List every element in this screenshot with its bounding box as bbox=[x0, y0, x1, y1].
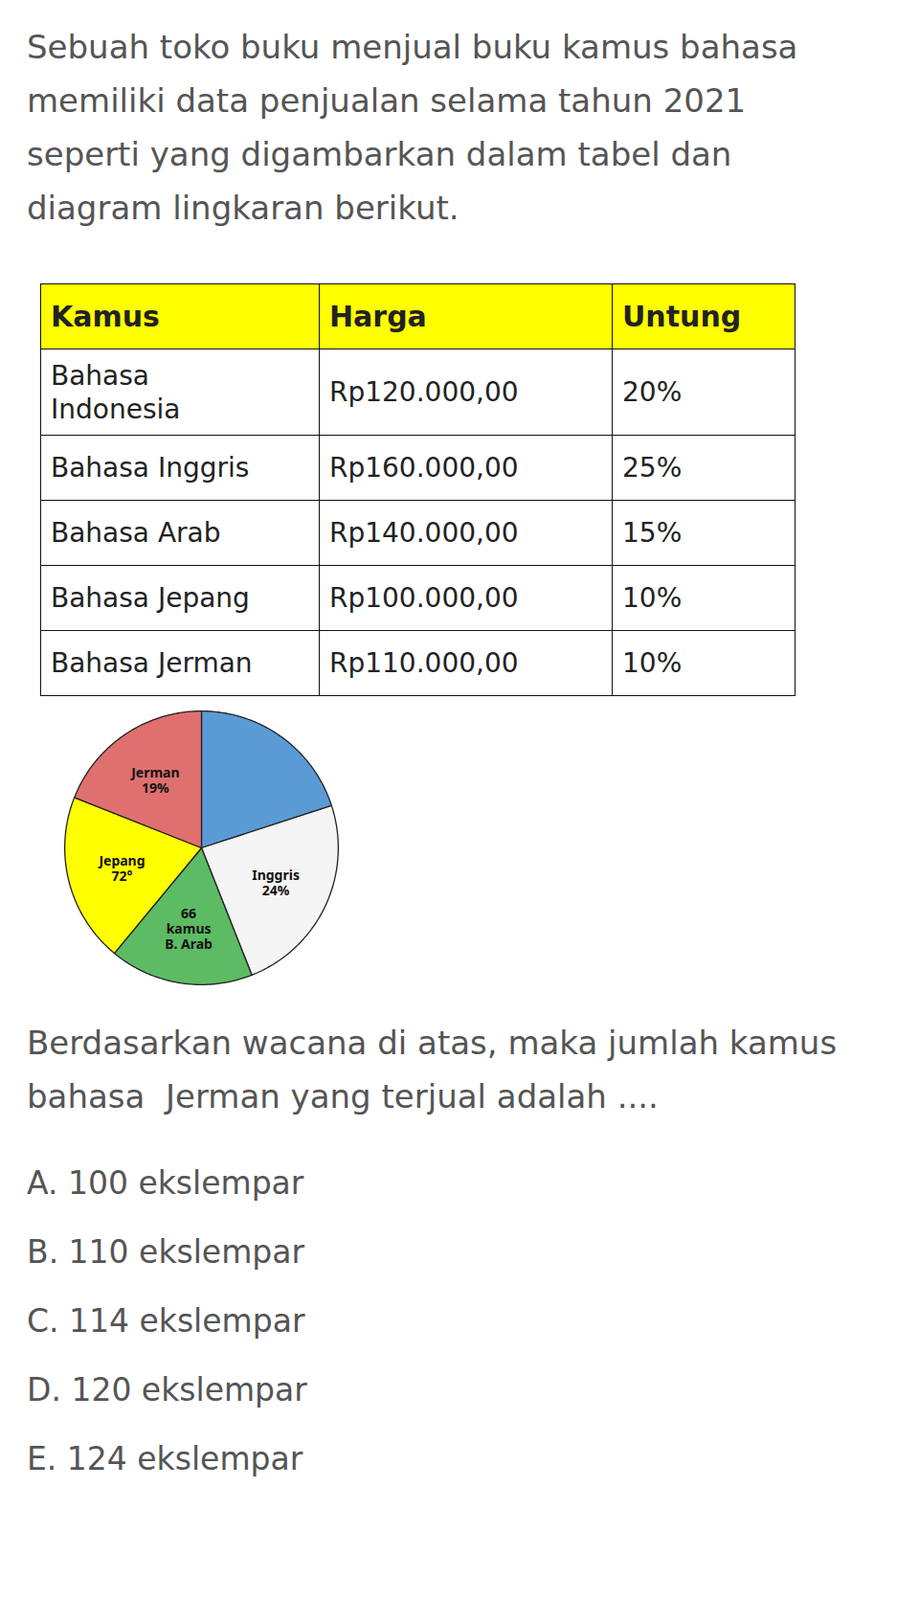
html-text:10%: 10% bbox=[622, 647, 682, 679]
html-text:D. 120 ekslempar: D. 120 ekslempar bbox=[26, 1370, 308, 1409]
html-text:Bahasa Jepang: Bahasa Jepang bbox=[50, 582, 250, 614]
html-text:Berdasarkan wacana di atas, ma: Berdasarkan wacana di atas, maka jumlah … bbox=[26, 1023, 837, 1116]
html-text:Bahasa Arab: Bahasa Arab bbox=[50, 516, 221, 549]
svg-text:Jerman19%: Jerman19% bbox=[129, 762, 180, 797]
html-text:Harga: Harga bbox=[329, 299, 427, 334]
svg-text:Inggris24%: Inggris24% bbox=[251, 865, 300, 899]
html-text:Bahasa Indonesia: Bahasa Indonesia bbox=[50, 359, 181, 425]
html-text:Sebuah toko buku menjual buku: Sebuah toko buku menjual buku kamus baha… bbox=[26, 27, 798, 228]
html-text:Untung: Untung bbox=[622, 299, 742, 334]
html-text:Rp100.000,00: Rp100.000,00 bbox=[329, 582, 519, 614]
html-text:C. 114 ekslempar: C. 114 ekslempar bbox=[26, 1301, 305, 1340]
html-text:Rp110.000,00: Rp110.000,00 bbox=[329, 647, 519, 679]
html-text:E. 124 ekslempar: E. 124 ekslempar bbox=[26, 1439, 303, 1478]
svg-text:Jepang72°: Jepang72° bbox=[96, 851, 145, 885]
html-text:15%: 15% bbox=[622, 516, 682, 549]
svg-text:66kamusB. Arab: 66kamusB. Arab bbox=[164, 903, 213, 953]
html-text:25%: 25% bbox=[622, 451, 682, 484]
html-text:Kamus: Kamus bbox=[50, 299, 160, 334]
html-text:B. 110 ekslempar: B. 110 ekslempar bbox=[26, 1232, 305, 1271]
html-text:A. 100 ekslempar: A. 100 ekslempar bbox=[26, 1164, 304, 1202]
html-text:Bahasa Jerman: Bahasa Jerman bbox=[50, 647, 253, 679]
html-text:Rp160.000,00: Rp160.000,00 bbox=[329, 451, 519, 484]
html-text:20%: 20% bbox=[622, 376, 682, 408]
html-text:10%: 10% bbox=[622, 582, 682, 614]
html-text:Bahasa Inggris: Bahasa Inggris bbox=[50, 451, 250, 484]
html-text:Rp120.000,00: Rp120.000,00 bbox=[329, 376, 519, 408]
html-text:Rp140.000,00: Rp140.000,00 bbox=[329, 516, 519, 549]
